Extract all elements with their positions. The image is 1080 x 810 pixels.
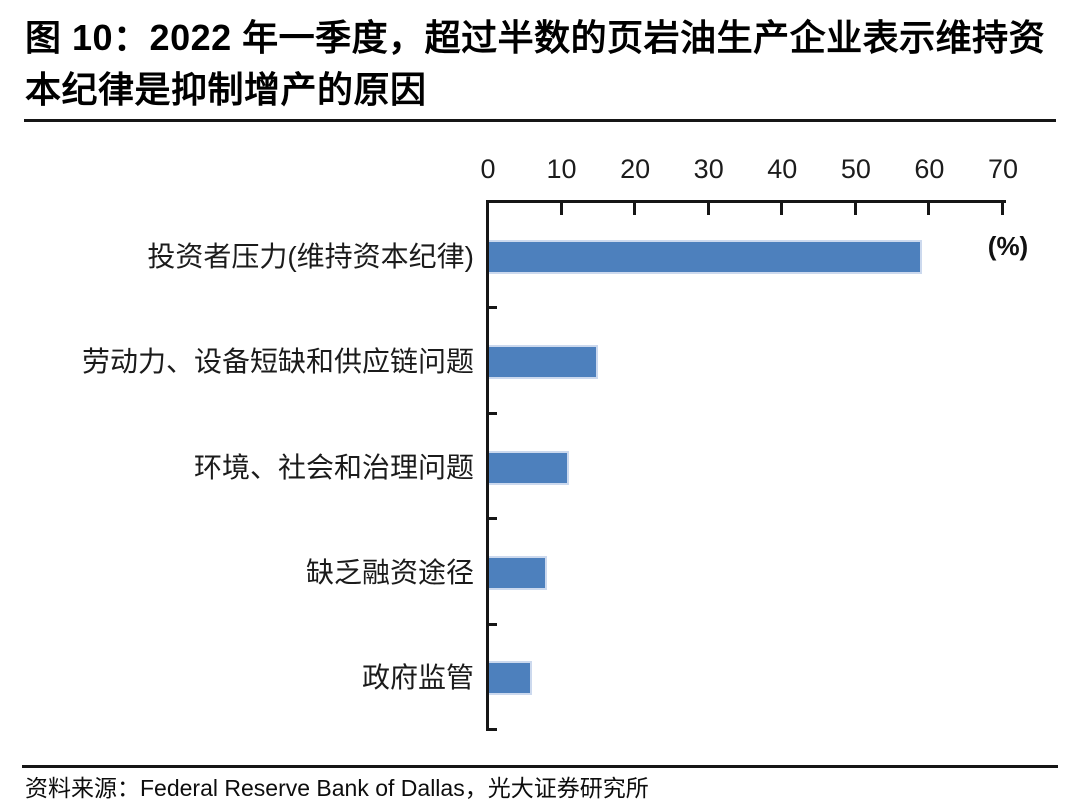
bar [489, 450, 569, 485]
x-axis-tick [853, 201, 857, 215]
x-axis-line [486, 200, 1006, 203]
x-axis-tick-label: 20 [620, 154, 651, 184]
title-divider [24, 119, 1056, 122]
x-axis-tick [706, 201, 710, 215]
category-label: 劳动力、设备短缺和供应链问题 [81, 346, 474, 378]
x-axis-tick-label: 40 [767, 154, 798, 184]
y-axis-tick [486, 728, 497, 731]
source-divider [22, 765, 1058, 768]
bar [489, 661, 533, 696]
category-label: 缺乏融资途径 [305, 556, 474, 588]
x-axis-tick-label: 50 [840, 154, 871, 184]
x-axis-tick [559, 201, 563, 215]
x-axis-tick-label: 30 [693, 154, 724, 184]
x-axis-tick [927, 201, 931, 215]
x-axis-tick-label: 70 [987, 154, 1019, 184]
x-axis-tick [780, 201, 784, 215]
figure-title: 图 10：2022 年一季度，超过半数的页岩油生产企业表示维持资本纪律是抑制增产… [25, 17, 1046, 110]
x-axis-tick [633, 201, 637, 215]
bar [489, 555, 547, 590]
y-axis-tick [486, 306, 497, 310]
category-label: 投资者压力(维持资本纪律) [147, 240, 474, 272]
x-axis-tick-label: 0 [480, 154, 496, 184]
x-axis-tick-label: 60 [914, 154, 945, 184]
x-axis-tick [1001, 201, 1004, 215]
x-axis-tick-label: 10 [546, 154, 577, 184]
y-axis-tick [486, 411, 497, 415]
y-axis-tick [486, 517, 497, 521]
y-axis-line [486, 200, 489, 731]
source-note: 资料来源：Federal Reserve Bank of Dallas，光大证券… [25, 775, 649, 801]
bar [489, 239, 923, 274]
unit-label: (%) [987, 231, 1029, 261]
category-label: 政府监管 [361, 662, 474, 694]
y-axis-tick [486, 622, 497, 626]
category-label: 环境、社会和治理问题 [193, 451, 474, 483]
bar [489, 345, 599, 380]
